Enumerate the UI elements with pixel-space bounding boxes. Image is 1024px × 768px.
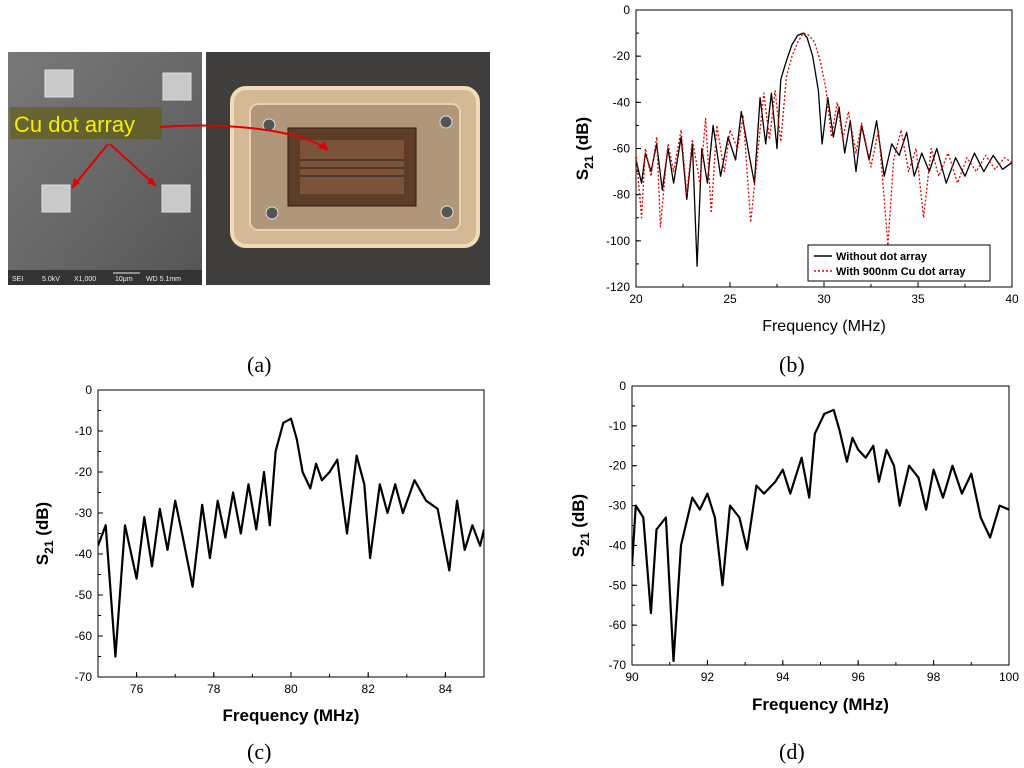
sem-info-text: 5.0kV bbox=[42, 276, 60, 283]
y-tick-label: 0 bbox=[85, 383, 92, 397]
y-tick-label: -20 bbox=[75, 465, 93, 479]
y-axis-title: S21 (dB) bbox=[569, 494, 592, 557]
mount-hole bbox=[439, 115, 453, 129]
legend-box bbox=[807, 244, 991, 282]
callout-arrowhead bbox=[72, 178, 80, 188]
panel-label-b: (b) bbox=[779, 352, 805, 377]
y-axis-title-unit: (dB) bbox=[573, 117, 592, 156]
x-tick-label: 40 bbox=[1005, 292, 1019, 306]
x-tick-label: 30 bbox=[817, 292, 831, 306]
mount-hole bbox=[265, 206, 279, 220]
y-axis-title-base: S bbox=[573, 169, 592, 180]
x-tick-label: 92 bbox=[701, 670, 715, 684]
y-tick-label: -40 bbox=[75, 547, 93, 561]
mount-hole bbox=[440, 205, 454, 219]
y-axis-title: S21 (dB) bbox=[33, 502, 56, 565]
callout-box bbox=[10, 107, 162, 139]
saw-chip-pattern bbox=[300, 140, 404, 194]
y-axis-title-unit: (dB) bbox=[33, 502, 52, 541]
callout-arrow bbox=[109, 143, 157, 187]
cu-dot bbox=[41, 184, 71, 213]
y-axis-title-base: S bbox=[569, 546, 588, 557]
callout-arrowhead bbox=[147, 177, 156, 186]
y-tick-label: -10 bbox=[609, 419, 627, 433]
x-tick-label: 20 bbox=[629, 292, 643, 306]
sem-info-text: SEI bbox=[12, 276, 23, 283]
y-axis-title-base: S bbox=[33, 554, 52, 565]
panel-label-a: (a) bbox=[247, 352, 271, 377]
x-tick-label: 25 bbox=[723, 292, 737, 306]
legend-entry: With 900nm Cu dot array bbox=[836, 266, 966, 278]
series-line bbox=[636, 32, 1012, 247]
sem-info-bar bbox=[8, 270, 202, 285]
chart-d: 90 92 94 96 98 100 0 -10 -20 -30 -40 -50 -60 -70 Frequ… bbox=[569, 379, 1019, 714]
y-tick-label: -80 bbox=[613, 188, 631, 202]
panel-a-images: SEI 5.0kV X1,000 10μm WD 5.1mm Cu dot ar… bbox=[8, 52, 490, 285]
chart-c: 76 78 80 82 84 0 -10 -20 -30 -40 -50 -60 -70 Frequenc… bbox=[33, 383, 485, 725]
series-line bbox=[98, 417, 484, 658]
y-tick-label: -20 bbox=[609, 459, 627, 473]
y-tick-label: -30 bbox=[75, 506, 93, 520]
sem-info-text: WD 5.1mm bbox=[146, 276, 181, 283]
panel-label-d: (d) bbox=[779, 739, 805, 764]
cu-dot bbox=[44, 69, 74, 98]
y-tick-label: -30 bbox=[609, 499, 627, 513]
cu-dot bbox=[161, 184, 191, 213]
x-tick-label: 78 bbox=[207, 682, 221, 696]
series-line bbox=[636, 32, 1012, 267]
y-tick-label: -70 bbox=[75, 670, 93, 684]
chart-b: 20 25 30 35 40 0 -20 -40 -60 -80 -100 -120 Frequency… bbox=[573, 3, 1019, 335]
x-tick-label: 100 bbox=[999, 670, 1019, 684]
y-axis-title: S21 (dB) bbox=[573, 117, 596, 180]
y-tick-label: -60 bbox=[75, 629, 93, 643]
x-axis-title: Frequency (MHz) bbox=[752, 695, 889, 714]
x-tick-label: 82 bbox=[362, 682, 376, 696]
y-tick-label: -120 bbox=[606, 280, 630, 294]
y-tick-label: -50 bbox=[75, 588, 93, 602]
x-tick-label: 84 bbox=[439, 682, 453, 696]
sem-info-text: X1,000 bbox=[74, 276, 96, 283]
callout-arrowhead bbox=[318, 141, 328, 150]
y-axis-title-sub: 21 bbox=[578, 532, 592, 546]
y-tick-label: -10 bbox=[75, 424, 93, 438]
x-tick-label: 96 bbox=[852, 670, 866, 684]
y-tick-label: -60 bbox=[609, 618, 627, 632]
callout-arrow bbox=[71, 143, 109, 189]
x-tick-label: 98 bbox=[927, 670, 941, 684]
panel-label-c: (c) bbox=[247, 739, 271, 764]
y-tick-label: 0 bbox=[619, 379, 626, 393]
y-tick-label: -50 bbox=[609, 578, 627, 592]
x-tick-label: 76 bbox=[130, 682, 144, 696]
y-tick-label: -40 bbox=[613, 95, 631, 109]
x-tick-label: 80 bbox=[284, 682, 298, 696]
y-tick-label: -100 bbox=[606, 234, 630, 248]
sem-info-text: 10μm bbox=[115, 276, 133, 283]
callout-arrow bbox=[159, 124, 329, 151]
y-axis-title-sub: 21 bbox=[42, 540, 56, 554]
x-axis-title: Frequency (MHz) bbox=[223, 706, 360, 725]
x-tick-label: 94 bbox=[776, 670, 790, 684]
y-tick-label: -70 bbox=[609, 658, 627, 672]
y-tick-label: -20 bbox=[613, 49, 631, 63]
y-tick-label: 0 bbox=[623, 3, 630, 17]
x-axis-title: Frequency (MHz) bbox=[762, 318, 886, 335]
x-tick-label: 90 bbox=[625, 670, 639, 684]
legend-entry: Without dot array bbox=[836, 251, 928, 263]
y-tick-label: -60 bbox=[613, 142, 631, 156]
series-line bbox=[632, 408, 1009, 663]
plot-frame bbox=[631, 385, 1010, 666]
y-axis-title-unit: (dB) bbox=[569, 494, 588, 533]
callout-label: Cu dot array bbox=[14, 112, 135, 137]
sem-info: SEI 5.0kV X1,000 10μm WD 5.1mm bbox=[12, 272, 181, 283]
x-tick-label: 35 bbox=[911, 292, 925, 306]
y-axis-title-sub: 21 bbox=[582, 155, 596, 169]
y-tick-label: -40 bbox=[609, 538, 627, 552]
cu-dot bbox=[162, 72, 192, 101]
